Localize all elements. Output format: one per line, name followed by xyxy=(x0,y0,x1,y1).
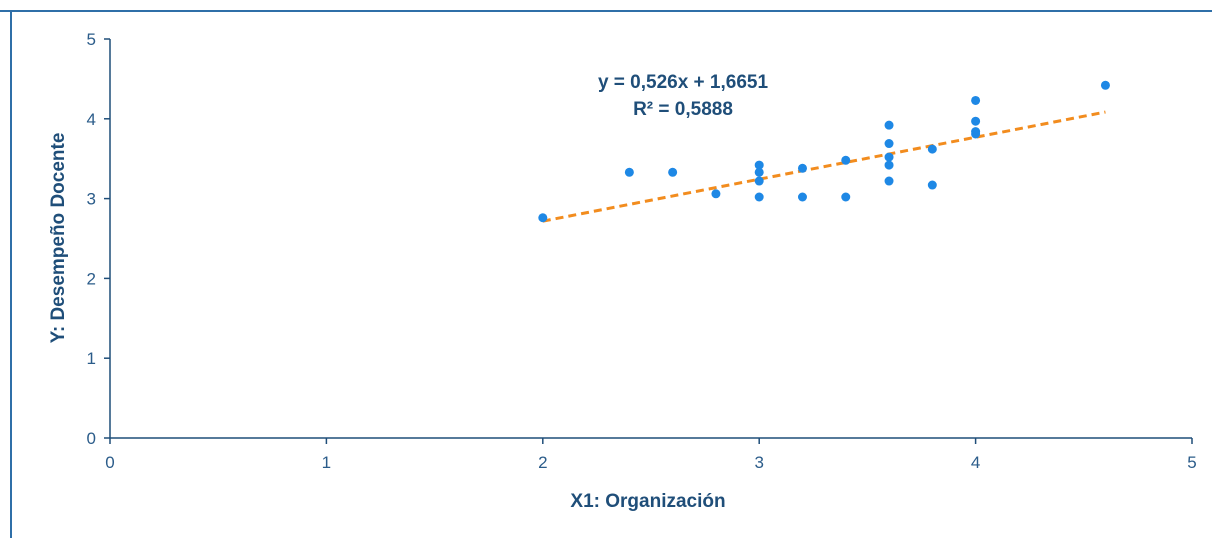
data-point xyxy=(754,176,764,186)
data-point xyxy=(668,167,678,177)
data-point xyxy=(927,180,937,190)
data-point xyxy=(884,176,894,186)
y-tick-label: 2 xyxy=(87,269,96,288)
y-tick-label: 4 xyxy=(87,110,96,129)
data-point xyxy=(797,163,807,173)
axis-ticks: 0 1 2 3 4 5 0 1 2 3 4 5 xyxy=(87,30,1197,472)
data-point xyxy=(841,192,851,202)
x-tick-label: 4 xyxy=(971,453,980,472)
x-tick-label: 2 xyxy=(538,453,547,472)
x-tick-label: 5 xyxy=(1187,453,1196,472)
y-tick-label: 3 xyxy=(87,190,96,209)
data-point xyxy=(927,144,937,154)
data-point xyxy=(754,167,764,177)
data-points xyxy=(538,80,1110,223)
y-tick-label: 0 xyxy=(87,429,96,448)
x-tick-label: 3 xyxy=(754,453,763,472)
y-tick-label: 5 xyxy=(87,30,96,49)
y-tick-label: 1 xyxy=(87,349,96,368)
data-point xyxy=(754,160,764,170)
y-axis-title: Y: Desempeño Docente xyxy=(48,133,69,344)
data-point xyxy=(971,129,981,139)
x-tick-label: 1 xyxy=(322,453,331,472)
data-point xyxy=(884,152,894,162)
data-point xyxy=(1100,80,1110,90)
trendline-equation: y = 0,526x + 1,6651 xyxy=(598,72,769,93)
data-point xyxy=(971,95,981,105)
data-point xyxy=(797,192,807,202)
data-point xyxy=(711,189,721,199)
data-point xyxy=(841,155,851,165)
r-squared-label: R² = 0,5888 xyxy=(633,99,733,120)
data-point xyxy=(624,167,634,177)
data-point xyxy=(884,139,894,149)
data-point xyxy=(538,213,548,223)
data-point xyxy=(884,160,894,170)
data-point xyxy=(971,116,981,126)
trendline-layer xyxy=(542,110,1106,223)
trendline xyxy=(542,110,1106,223)
x-tick-label: 0 xyxy=(105,453,114,472)
data-point xyxy=(884,120,894,130)
x-axis-title: X1: Organización xyxy=(570,491,725,512)
data-point xyxy=(754,192,764,202)
